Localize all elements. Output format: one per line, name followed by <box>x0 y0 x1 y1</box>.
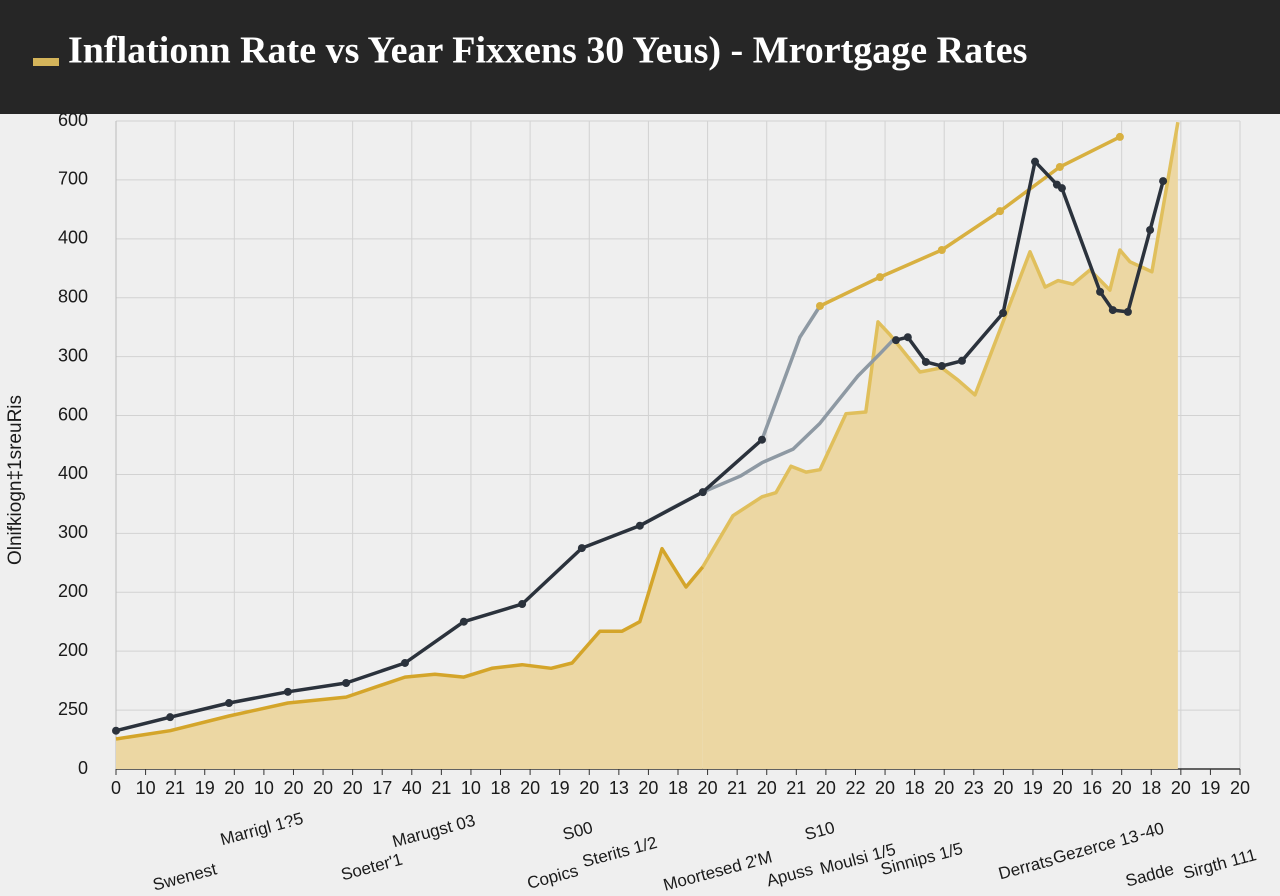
x-tick-label: 20 <box>520 778 540 798</box>
x-tick-label: 20 <box>638 778 658 798</box>
x-tick-label: 20 <box>757 778 777 798</box>
data-point <box>635 521 644 530</box>
y-tick-label: 400 <box>58 463 88 483</box>
data-point <box>698 488 707 497</box>
data-point <box>283 687 292 696</box>
data-point <box>459 617 468 626</box>
x-tick-label: 23 <box>964 778 984 798</box>
y-tick-label: 600 <box>58 404 88 424</box>
data-point <box>1031 157 1040 166</box>
x-tick-label: 19 <box>1023 778 1043 798</box>
data-point <box>876 273 885 282</box>
data-point <box>224 699 233 708</box>
data-point <box>815 301 824 310</box>
title-marker <box>33 58 59 66</box>
y-tick-label: 300 <box>58 522 88 542</box>
x-tick-label: 21 <box>431 778 451 798</box>
x-tick-label: 18 <box>1141 778 1161 798</box>
x-tick-label: 16 <box>1082 778 1102 798</box>
data-point <box>758 435 767 444</box>
x-tick-label: 20 <box>875 778 895 798</box>
data-point <box>577 544 586 553</box>
data-point <box>112 726 120 735</box>
x-tick-label: 40 <box>402 778 422 798</box>
series-line <box>115 546 705 741</box>
y-tick-label: 250 <box>58 699 88 719</box>
x-tick-label: 21 <box>165 778 185 798</box>
x-tick-label: 22 <box>845 778 865 798</box>
x-tick-label: 0 <box>111 778 121 798</box>
x-tick-label: 10 <box>254 778 274 798</box>
data-point <box>996 207 1005 216</box>
data-point <box>1123 307 1132 316</box>
data-point <box>891 336 900 345</box>
data-point <box>166 713 175 722</box>
x-tick-label: 21 <box>727 778 747 798</box>
x-tick-label: 18 <box>491 778 511 798</box>
data-point <box>937 246 946 255</box>
x-tick-label: 20 <box>283 778 303 798</box>
series-line <box>819 135 1121 308</box>
data-point <box>342 678 351 687</box>
chart-title: Inflationn Rate vs Year Fixxens 30 Yeus)… <box>68 30 1027 72</box>
x-tick-label: 21 <box>786 778 806 798</box>
x-tick-label: 18 <box>905 778 925 798</box>
y-tick-label: 800 <box>58 286 88 306</box>
data-point <box>957 356 966 365</box>
area-fill <box>116 548 703 769</box>
data-point <box>518 600 527 609</box>
data-point <box>1146 225 1155 234</box>
y-tick-label: 600 <box>58 110 88 130</box>
x-tick-label: 20 <box>816 778 836 798</box>
data-point <box>1115 132 1124 141</box>
x-tick-label: 19 <box>195 778 215 798</box>
x-tick-label: 20 <box>934 778 954 798</box>
data-point <box>921 357 930 366</box>
data-point <box>999 309 1008 318</box>
data-point <box>903 333 912 342</box>
x-tick-label: 20 <box>1230 778 1250 798</box>
x-tick-label: 17 <box>372 778 392 798</box>
x-tick-label: 20 <box>313 778 333 798</box>
data-point <box>1159 177 1168 186</box>
data-point <box>1057 184 1066 193</box>
x-tick-label: 20 <box>993 778 1013 798</box>
y-tick-label: 400 <box>58 228 88 248</box>
x-tick-label: 20 <box>579 778 599 798</box>
x-tick-label: 20 <box>1053 778 1073 798</box>
x-tick-label: 18 <box>668 778 688 798</box>
x-tick-label: 10 <box>461 778 481 798</box>
y-tick-label: 200 <box>58 640 88 660</box>
x-tick-label: 10 <box>136 778 156 798</box>
x-tick-label: 20 <box>1171 778 1191 798</box>
x-tick-label: 20 <box>1112 778 1132 798</box>
y-tick-label: 200 <box>58 581 88 601</box>
data-point <box>400 658 409 667</box>
y-axis-label: Olnifkiogn‡1sreuRis <box>5 395 26 565</box>
data-point <box>937 362 946 371</box>
x-tick-label: 20 <box>224 778 244 798</box>
y-tick-label: 700 <box>58 169 88 189</box>
x-tick-label: 20 <box>343 778 363 798</box>
data-point <box>1055 162 1064 171</box>
y-tick-label: 0 <box>78 758 88 778</box>
x-tick-label: 13 <box>609 778 629 798</box>
header-bar <box>0 0 1280 114</box>
x-tick-label: 19 <box>1200 778 1220 798</box>
x-tick-label: 20 <box>698 778 718 798</box>
x-tick-label: 19 <box>550 778 570 798</box>
area-fill <box>702 122 1178 769</box>
y-tick-label: 300 <box>58 345 88 365</box>
data-point <box>1108 306 1117 315</box>
data-point <box>1096 287 1105 296</box>
